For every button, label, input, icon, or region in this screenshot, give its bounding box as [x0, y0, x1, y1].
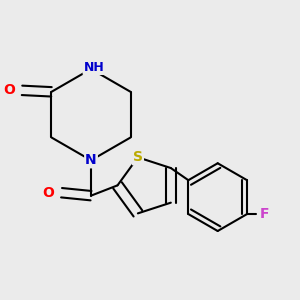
- Text: O: O: [42, 186, 54, 200]
- Text: F: F: [260, 207, 269, 221]
- Text: N: N: [85, 153, 97, 167]
- Text: S: S: [133, 150, 143, 164]
- Text: O: O: [3, 83, 15, 97]
- Text: NH: NH: [84, 61, 104, 74]
